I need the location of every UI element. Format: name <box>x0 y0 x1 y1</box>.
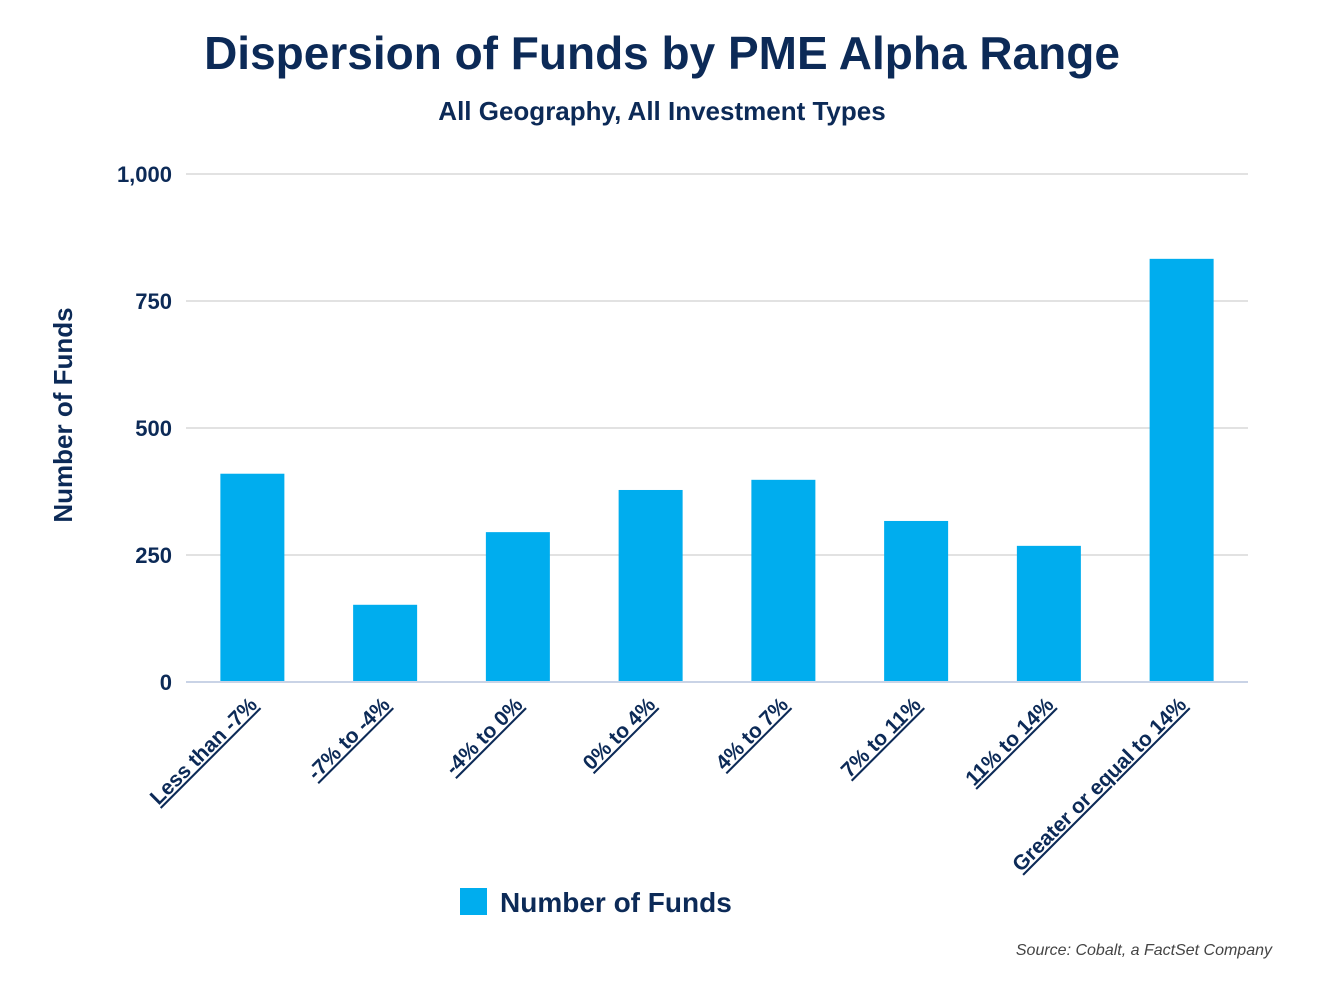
bar <box>751 479 816 682</box>
chart-subtitle: All Geography, All Investment Types <box>438 96 886 126</box>
legend-swatch <box>460 888 487 915</box>
y-tick-label: 750 <box>135 289 172 314</box>
y-tick-label: 0 <box>160 670 172 695</box>
bar <box>1149 258 1214 682</box>
x-tick-label: -7% to -4% <box>303 693 395 785</box>
y-axis-label: Number of Funds <box>48 307 78 522</box>
x-tick-label: 7% to 11% <box>837 693 926 782</box>
legend-label: Number of Funds <box>500 887 732 918</box>
bar <box>618 489 683 682</box>
y-tick-label: 1,000 <box>117 162 172 187</box>
bar <box>353 604 418 682</box>
source-note: Source: Cobalt, a FactSet Company <box>1015 942 1272 959</box>
bar <box>1016 545 1081 682</box>
bar <box>220 473 285 682</box>
bar <box>884 520 949 682</box>
x-tick-label: 0% to 4% <box>579 693 661 775</box>
y-tick-label: 250 <box>135 543 172 568</box>
y-tick-label: 500 <box>135 416 172 441</box>
x-tick-label: 11% to 14% <box>961 693 1058 790</box>
x-tick-label: Less than -7% <box>146 693 262 809</box>
bar <box>485 532 550 682</box>
chart-title: Dispersion of Funds by PME Alpha Range <box>204 27 1120 79</box>
x-tick-label: 4% to 7% <box>711 693 793 775</box>
x-tick-label: -4% to 0% <box>441 693 528 780</box>
